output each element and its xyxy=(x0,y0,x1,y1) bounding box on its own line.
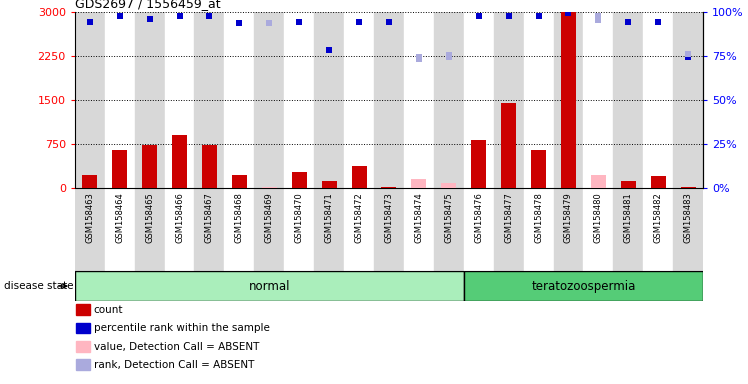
Bar xyxy=(254,188,284,271)
Bar xyxy=(464,188,494,271)
Text: GDS2697 / 1556459_at: GDS2697 / 1556459_at xyxy=(75,0,221,10)
Bar xyxy=(531,150,546,188)
Bar xyxy=(404,12,434,188)
Bar xyxy=(643,12,673,188)
Bar xyxy=(224,12,254,188)
Bar xyxy=(135,12,165,188)
Bar xyxy=(441,184,456,188)
Bar xyxy=(524,12,554,188)
Bar xyxy=(464,12,494,188)
Bar xyxy=(524,188,554,271)
Bar xyxy=(314,12,344,188)
Bar xyxy=(621,181,636,188)
Text: GSM158473: GSM158473 xyxy=(384,192,393,243)
Bar xyxy=(673,12,703,188)
Bar xyxy=(411,187,426,188)
Bar xyxy=(142,145,157,188)
Text: teratozoospermia: teratozoospermia xyxy=(531,280,636,293)
Text: GSM158475: GSM158475 xyxy=(444,192,453,243)
Bar xyxy=(194,188,224,271)
Bar xyxy=(643,188,673,271)
Bar xyxy=(112,150,127,188)
Bar xyxy=(554,188,583,271)
Bar xyxy=(262,187,277,188)
Bar xyxy=(464,271,703,301)
Bar xyxy=(501,103,516,188)
Bar xyxy=(172,135,187,188)
Bar xyxy=(284,188,314,271)
Bar xyxy=(135,188,165,271)
Bar xyxy=(284,12,314,188)
Bar xyxy=(471,140,486,188)
Bar xyxy=(202,145,217,188)
Text: value, Detection Call = ABSENT: value, Detection Call = ABSENT xyxy=(94,342,259,352)
Text: GSM158463: GSM158463 xyxy=(85,192,94,243)
Text: GSM158469: GSM158469 xyxy=(265,192,274,243)
Bar xyxy=(613,12,643,188)
Bar xyxy=(314,188,344,271)
Bar xyxy=(441,187,456,188)
Text: GSM158474: GSM158474 xyxy=(414,192,423,243)
Bar xyxy=(561,12,576,188)
Bar xyxy=(494,12,524,188)
Text: GSM158477: GSM158477 xyxy=(504,192,513,243)
Text: GSM158471: GSM158471 xyxy=(325,192,334,243)
Text: GSM158464: GSM158464 xyxy=(115,192,124,243)
Bar xyxy=(494,188,524,271)
Text: GSM158467: GSM158467 xyxy=(205,192,214,243)
Text: rank, Detection Call = ABSENT: rank, Detection Call = ABSENT xyxy=(94,360,254,370)
Bar xyxy=(232,175,247,188)
Bar xyxy=(165,12,194,188)
Text: GSM158481: GSM158481 xyxy=(624,192,633,243)
Text: GSM158468: GSM158468 xyxy=(235,192,244,243)
Bar xyxy=(322,180,337,188)
Bar xyxy=(224,188,254,271)
Bar xyxy=(554,12,583,188)
Text: GSM158479: GSM158479 xyxy=(564,192,573,243)
Bar xyxy=(434,12,464,188)
Text: GSM158482: GSM158482 xyxy=(654,192,663,243)
Text: percentile rank within the sample: percentile rank within the sample xyxy=(94,323,269,333)
Bar xyxy=(194,12,224,188)
Text: GSM158476: GSM158476 xyxy=(474,192,483,243)
Bar xyxy=(591,187,606,188)
Bar xyxy=(75,12,105,188)
Bar xyxy=(381,187,396,188)
Text: disease state: disease state xyxy=(4,281,73,291)
Bar xyxy=(75,271,464,301)
Bar xyxy=(352,166,367,188)
Bar xyxy=(82,175,97,188)
Text: GSM158478: GSM158478 xyxy=(534,192,543,243)
Text: GSM158472: GSM158472 xyxy=(355,192,364,243)
Bar xyxy=(673,188,703,271)
Bar xyxy=(105,12,135,188)
Bar xyxy=(105,188,135,271)
Text: count: count xyxy=(94,305,123,315)
Bar xyxy=(254,12,284,188)
Bar xyxy=(404,188,434,271)
Bar xyxy=(344,12,374,188)
Text: normal: normal xyxy=(248,280,290,293)
Bar xyxy=(374,188,404,271)
Text: GSM158466: GSM158466 xyxy=(175,192,184,243)
Bar xyxy=(583,188,613,271)
Bar xyxy=(591,175,606,188)
Bar xyxy=(651,176,666,188)
Bar xyxy=(344,188,374,271)
Bar xyxy=(292,172,307,188)
Text: GSM158470: GSM158470 xyxy=(295,192,304,243)
Bar xyxy=(411,179,426,188)
Text: GSM158480: GSM158480 xyxy=(594,192,603,243)
Bar xyxy=(165,188,194,271)
Bar xyxy=(681,187,696,188)
Bar xyxy=(75,188,105,271)
Bar xyxy=(434,188,464,271)
Text: GSM158483: GSM158483 xyxy=(684,192,693,243)
Bar xyxy=(583,12,613,188)
Text: GSM158465: GSM158465 xyxy=(145,192,154,243)
Bar xyxy=(613,188,643,271)
Bar xyxy=(374,12,404,188)
Bar xyxy=(262,187,277,188)
